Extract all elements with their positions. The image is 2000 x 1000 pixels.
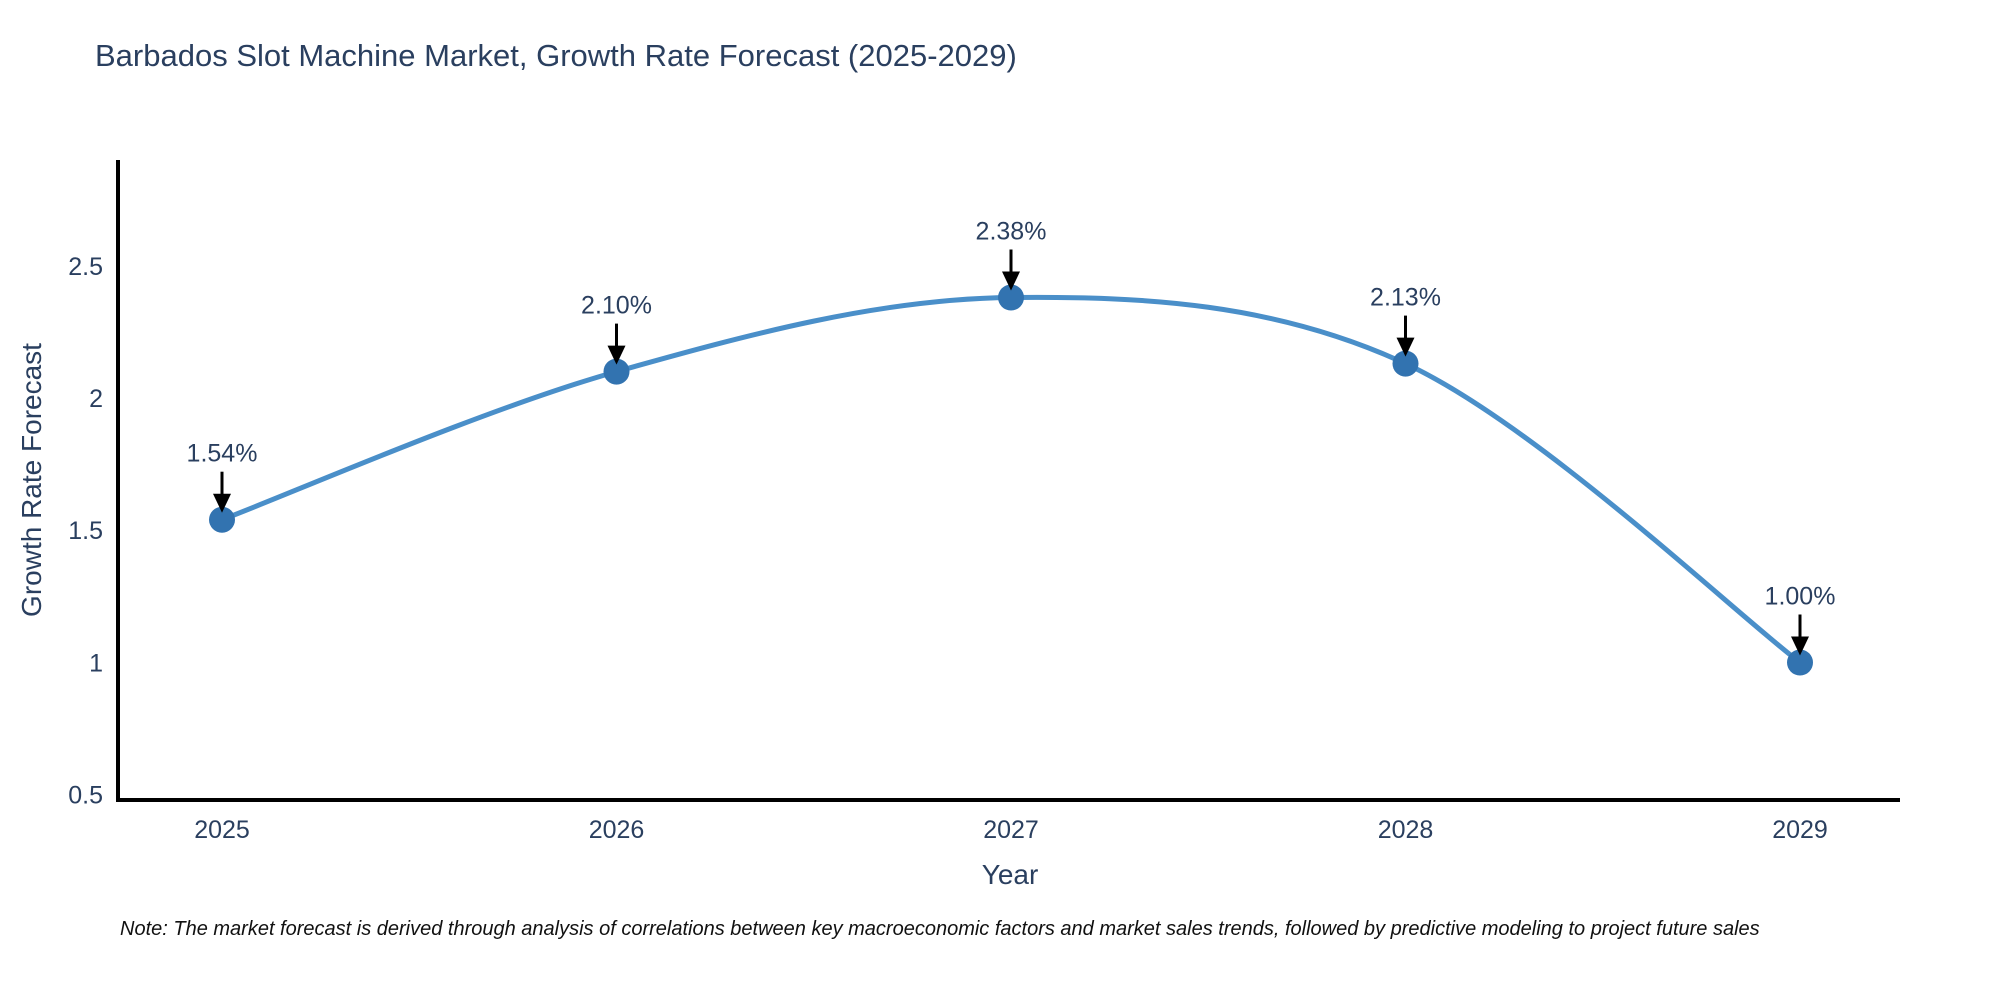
annotation-arrow-head <box>1791 636 1809 656</box>
y-tick-label: 1 <box>89 649 103 677</box>
x-tick-label: 2028 <box>1378 816 1434 844</box>
annotation-arrow-head <box>607 345 626 365</box>
annotation-arrow-head <box>1002 271 1020 291</box>
chart-title: Barbados Slot Machine Market, Growth Rat… <box>95 38 1017 73</box>
data-point-marker[interactable] <box>998 284 1024 311</box>
y-tick-label: 2.5 <box>68 253 103 281</box>
data-point-label: 2.13% <box>1370 284 1441 312</box>
data-point-label: 1.00% <box>1765 583 1836 611</box>
data-point-label: 1.54% <box>187 440 258 468</box>
data-point-marker[interactable] <box>1392 350 1419 377</box>
x-tick-label: 2025 <box>194 816 250 844</box>
data-point-label: 2.38% <box>976 218 1047 246</box>
data-point-label: 2.10% <box>581 292 652 320</box>
x-tick-label: 2029 <box>1772 816 1828 844</box>
data-point-marker[interactable] <box>1787 649 1813 676</box>
footnote: Note: The market forecast is derived thr… <box>120 918 1760 940</box>
y-tick-label: 2 <box>89 385 103 413</box>
x-tick-label: 2026 <box>589 816 645 844</box>
y-tick-label: 0.5 <box>68 782 103 810</box>
annotation-arrow-head <box>1396 337 1415 357</box>
data-point-marker[interactable] <box>209 506 235 533</box>
forecast-line <box>219 294 1803 665</box>
data-point-marker[interactable] <box>603 358 630 385</box>
y-tick-label: 1.5 <box>68 517 103 545</box>
x-axis-title: Year <box>981 859 1039 890</box>
annotation-arrow-head <box>213 493 231 513</box>
x-tick-label: 2027 <box>983 816 1039 844</box>
